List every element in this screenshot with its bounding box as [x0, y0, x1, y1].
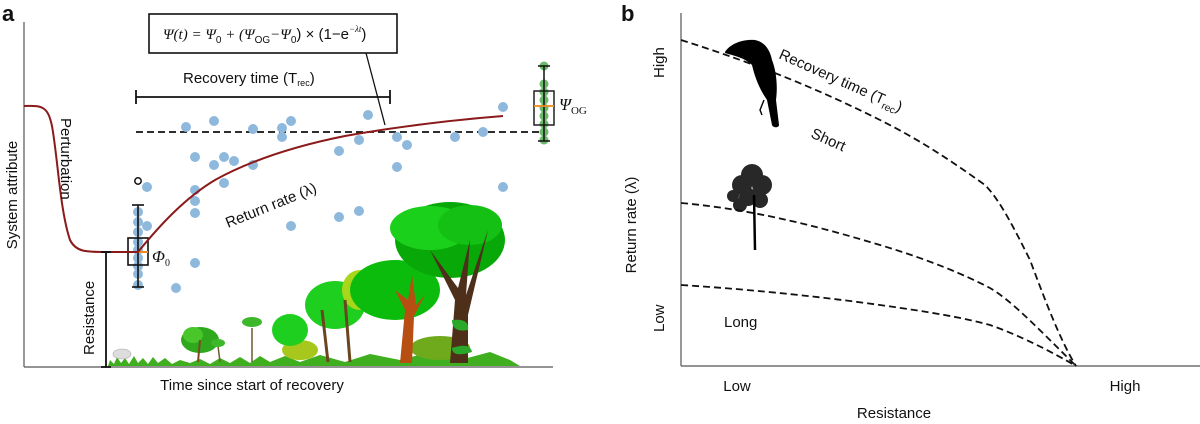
x-tick-high: High [1110, 378, 1141, 395]
curve-short [680, 39, 1077, 367]
psi-og-boxplot [533, 61, 555, 145]
y-tick-low: Low [651, 304, 668, 332]
resistance-label: Resistance [81, 281, 98, 355]
y-axis-label: System attribute [4, 141, 21, 249]
phi0-label: Φ0 [152, 247, 170, 269]
panel-b-letter: b [621, 1, 634, 26]
perturbation-label: Perturbation [57, 118, 74, 200]
short-label: Short [808, 125, 848, 155]
recovery-time-bracket: Recovery time (Trec) [135, 70, 391, 104]
phi0-boxplot [127, 177, 149, 288]
x-tick-low: Low [723, 378, 751, 395]
panel-a: a System attribute Time since start of r… [2, 1, 587, 394]
equation-leader-line [365, 52, 386, 126]
y-axis-label: Return rate (λ) [623, 177, 640, 274]
y-tick-high: High [651, 47, 668, 78]
long-label: Long [724, 314, 757, 331]
psi-og-label: ΨOG [559, 95, 587, 117]
recovery-time-isoclines [680, 39, 1077, 367]
sheep-icon [112, 348, 132, 360]
curve-mid [680, 202, 1077, 367]
recovery-time-label: Recovery time (Trec) [183, 70, 315, 88]
toucan-icon [725, 39, 779, 128]
equation-box: Ψ(t) = Ψ0 + (ΨOG−Ψ0) × (1−e−λt) [148, 13, 398, 126]
forest-succession-illustration [108, 202, 520, 366]
outlier-point [134, 177, 142, 185]
panel-a-letter: a [2, 1, 15, 26]
palm-icon [217, 328, 253, 363]
tree-icon [727, 164, 772, 251]
shrub-icon [181, 327, 219, 363]
panel-b: b Return rate (λ) High Low Low High Resi… [621, 1, 1200, 422]
recovery-time-curve-label: Recovery time (Trec) [775, 46, 905, 118]
x-axis-label: Resistance [857, 405, 931, 422]
scatter-points [133, 102, 508, 293]
equation-text: Ψ(t) = Ψ0 + (ΨOG−Ψ0) × (1−e−λt) [163, 24, 366, 46]
curve-long [680, 284, 1077, 367]
recovery-curve [23, 104, 504, 253]
x-axis-label: Time since start of recovery [160, 377, 344, 394]
return-rate-label: Return rate (λ) [223, 180, 319, 232]
resistance-bracket: Resistance [81, 251, 111, 368]
canopy-tree-icon [350, 202, 505, 363]
